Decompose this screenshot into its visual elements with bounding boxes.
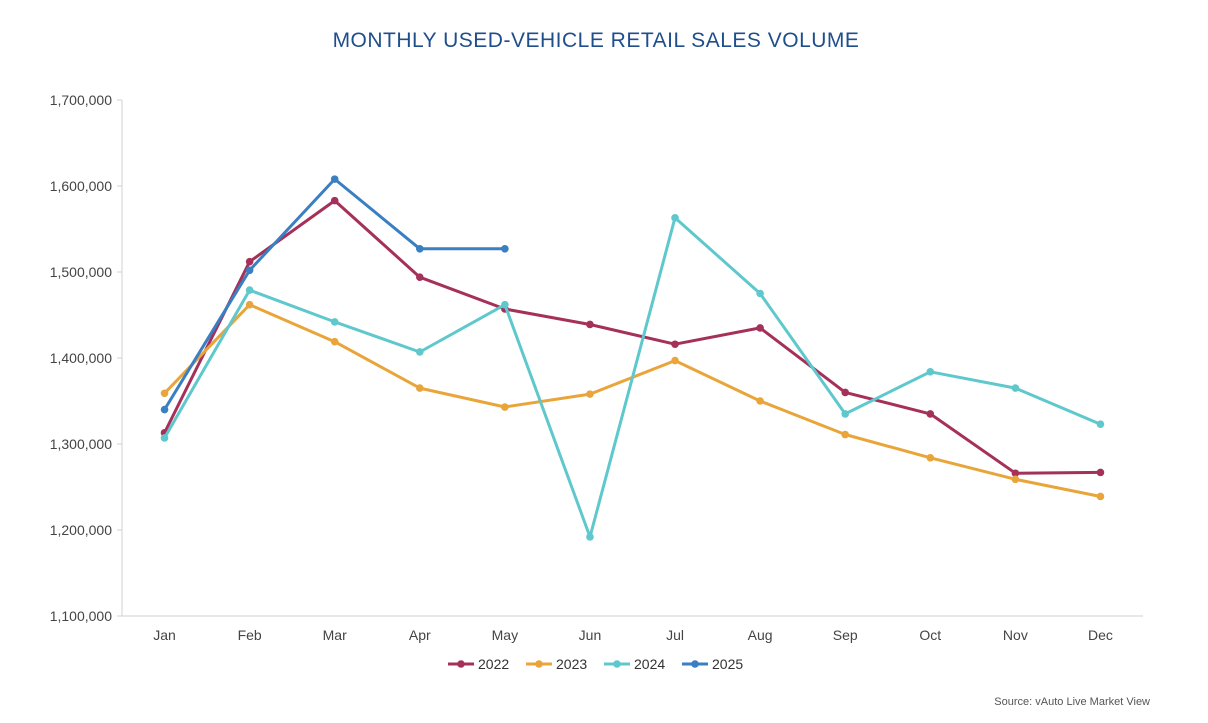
data-point-2023 [501, 403, 509, 411]
data-point-2024 [756, 289, 764, 298]
series-2022 [160, 196, 1105, 478]
x-tick-label: Dec [1088, 627, 1113, 643]
y-axis-ticks: 1,100,000 1,200,000 1,300,000 1,400,000 1,50… [50, 92, 122, 624]
data-point-2022 [415, 273, 424, 281]
x-tick-label: Nov [1003, 627, 1028, 643]
data-point-2023 [1096, 492, 1105, 501]
data-point-2023 [415, 384, 424, 392]
data-point-2022 [926, 410, 935, 418]
x-tick-label: Sep [833, 627, 858, 643]
data-point-2023 [1011, 475, 1020, 484]
x-tick-label: Jul [666, 627, 684, 643]
legend-marker [613, 660, 621, 668]
data-point-2025 [330, 175, 339, 183]
data-point-2023 [330, 337, 339, 346]
data-point-2023 [756, 397, 764, 405]
y-tick-label: 1,600,000 [50, 178, 112, 194]
data-point-2022 [1011, 469, 1020, 478]
legend-item-2023: 2023 [526, 656, 587, 672]
legend-label: 2023 [556, 656, 587, 672]
y-tick-label: 1,400,000 [50, 350, 112, 366]
y-tick-label: 1,300,000 [50, 436, 112, 452]
data-point-2024 [245, 286, 254, 294]
chart-title: MONTHLY USED-VEHICLE RETAIL SALES VOLUME [333, 29, 860, 52]
data-point-2022 [1096, 468, 1105, 477]
data-point-2024 [926, 367, 935, 376]
data-point-2024 [160, 434, 169, 442]
legend-label: 2025 [712, 656, 743, 672]
data-point-2022 [671, 340, 679, 349]
data-point-2024 [1011, 384, 1020, 392]
series-2023 [160, 300, 1105, 501]
axes [121, 100, 1143, 617]
series-2024 [160, 214, 1105, 541]
y-tick-label: 1,700,000 [50, 92, 112, 108]
legend-label: 2022 [478, 656, 509, 672]
data-point-2023 [245, 300, 254, 309]
source-note: Source: vAuto Live Market View [994, 696, 1150, 708]
legend-label: 2024 [634, 656, 665, 672]
data-point-2022 [330, 196, 339, 205]
legend-item-2024: 2024 [604, 656, 665, 672]
x-tick-label: Jan [153, 627, 176, 643]
data-point-2024 [415, 348, 424, 356]
data-point-2025 [501, 244, 509, 253]
data-point-2023 [586, 390, 594, 398]
data-point-2023 [671, 356, 679, 365]
data-point-2024 [330, 318, 339, 326]
x-tick-label: Jun [579, 627, 602, 643]
y-tick-label: 1,100,000 [50, 608, 112, 624]
legend: 2022 2023 2024 2025 [448, 656, 743, 672]
data-point-2025 [160, 405, 169, 414]
series-2025 [160, 175, 509, 414]
x-tick-label: Mar [323, 627, 347, 643]
data-point-2023 [160, 389, 169, 398]
data-point-2023 [841, 430, 850, 439]
x-tick-label: Aug [748, 627, 773, 643]
data-point-2025 [245, 266, 254, 275]
x-tick-label: May [492, 627, 518, 643]
data-point-2023 [926, 453, 935, 462]
data-point-2022 [586, 320, 594, 329]
x-tick-label: Feb [238, 627, 262, 643]
data-point-2024 [586, 533, 594, 541]
x-tick-label: Apr [409, 627, 431, 643]
legend-marker [457, 660, 465, 668]
y-tick-label: 1,200,000 [50, 522, 112, 538]
x-tick-label: Oct [919, 627, 941, 643]
legend-marker [535, 660, 543, 668]
data-point-2022 [841, 388, 850, 397]
series-line-2025 [163, 177, 505, 411]
y-tick-label: 1,500,000 [50, 264, 112, 280]
data-point-2022 [756, 324, 764, 332]
data-point-2024 [841, 410, 850, 418]
data-point-2024 [501, 300, 509, 309]
data-point-2024 [671, 214, 679, 222]
legend-item-2025: 2025 [682, 656, 743, 672]
data-point-2025 [415, 244, 424, 253]
data-point-2022 [245, 257, 254, 266]
x-axis-ticks: Jan Feb Mar Apr May Jun Jul Aug Sep Oct Nov Dec [153, 627, 1113, 643]
series-line-2022 [163, 199, 1101, 475]
legend-item-2022: 2022 [448, 656, 509, 672]
data-point-2024 [1096, 420, 1105, 429]
legend-marker [691, 660, 699, 668]
series-line-2024 [163, 216, 1102, 539]
series-layer [160, 175, 1105, 541]
